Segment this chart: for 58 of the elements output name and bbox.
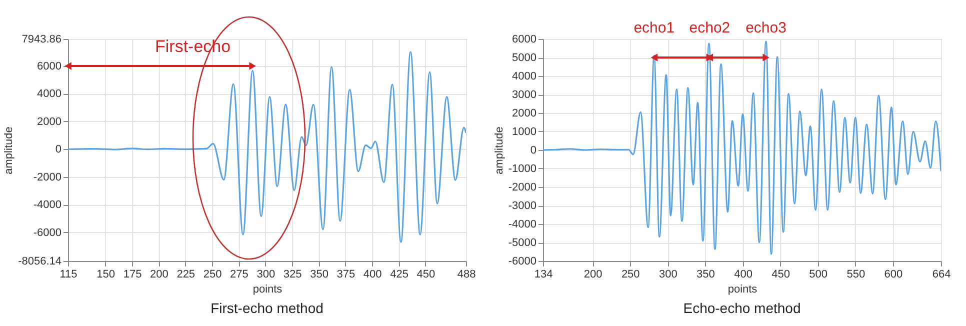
y-tick-label: -6000 — [508, 256, 536, 268]
x-tick-label: 350 — [310, 268, 328, 280]
x-tick-label: 300 — [256, 268, 276, 280]
x-tick-label: 500 — [809, 268, 828, 280]
x-tick-label: 450 — [772, 268, 790, 280]
y-tick-label: -5000 — [508, 237, 536, 249]
x-tick-label: 225 — [176, 268, 196, 280]
x-tick-label: 664 — [932, 268, 951, 280]
y-tick-label: -4000 — [508, 218, 536, 230]
y-tick-label: 4000 — [37, 88, 62, 100]
x-axis-title: points — [728, 284, 758, 296]
y-tick-label: 4000 — [512, 70, 536, 82]
y-tick-label: -2000 — [508, 182, 536, 194]
x-tick-label: 250 — [621, 268, 640, 280]
y-tick-label: 1000 — [512, 126, 536, 138]
x-tick-label: 375 — [336, 268, 356, 280]
annotation: echo1 — [634, 20, 675, 36]
x-tick-label: 150 — [96, 268, 116, 280]
x-tick-label: 134 — [534, 268, 553, 280]
y-tick-label: -3000 — [508, 200, 536, 212]
x-axis-title: points — [252, 284, 283, 296]
y-tick-label: 0 — [55, 144, 62, 156]
x-tick-label: 175 — [123, 268, 142, 280]
y-tick-label: -6000 — [33, 226, 62, 239]
y-tick-label: 0 — [530, 144, 536, 156]
text: Echo-echo method — [683, 300, 801, 316]
x-tick-label: 325 — [283, 268, 302, 280]
x-tick-label: 115 — [60, 268, 78, 280]
x-tick-label: 250 — [203, 268, 222, 280]
x-tick-label: 488 — [457, 268, 476, 280]
annotation: echo3 — [746, 20, 786, 36]
x-tick-label: 350 — [696, 268, 715, 280]
line-series — [68, 51, 466, 243]
y-tick-label: 2000 — [512, 108, 536, 120]
y-tick-label: 5000 — [512, 52, 536, 64]
y-tick-label: -2000 — [33, 171, 62, 184]
y-tick-label: 3000 — [512, 89, 536, 101]
annotation: echo2 — [689, 20, 730, 36]
text: First-echo method — [210, 300, 324, 316]
x-tick-label: 400 — [734, 268, 752, 280]
x-tick-label: 200 — [584, 268, 602, 280]
y-tick-label: -8056.14 — [18, 256, 62, 268]
x-tick-label: 425 — [390, 268, 408, 280]
y-tick-label: 7943.86 — [22, 34, 62, 46]
y-tick-label: 2000 — [37, 116, 62, 128]
x-tick-label: 275 — [230, 268, 248, 280]
x-tick-label: 550 — [846, 268, 866, 280]
y-axis-title: amplitude — [3, 126, 16, 174]
y-axis-title: amplitude — [493, 126, 506, 174]
x-tick-label: 450 — [416, 268, 436, 280]
x-tick-label: 200 — [150, 268, 168, 280]
x-tick-label: 300 — [658, 268, 678, 280]
x-tick-label: 600 — [884, 268, 903, 280]
x-tick-label: 400 — [363, 268, 382, 280]
y-tick-label: -4000 — [33, 199, 62, 212]
y-tick-label: 6000 — [512, 34, 536, 46]
y-tick-label: -1000 — [508, 163, 536, 175]
y-tick-label: 6000 — [37, 60, 62, 72]
